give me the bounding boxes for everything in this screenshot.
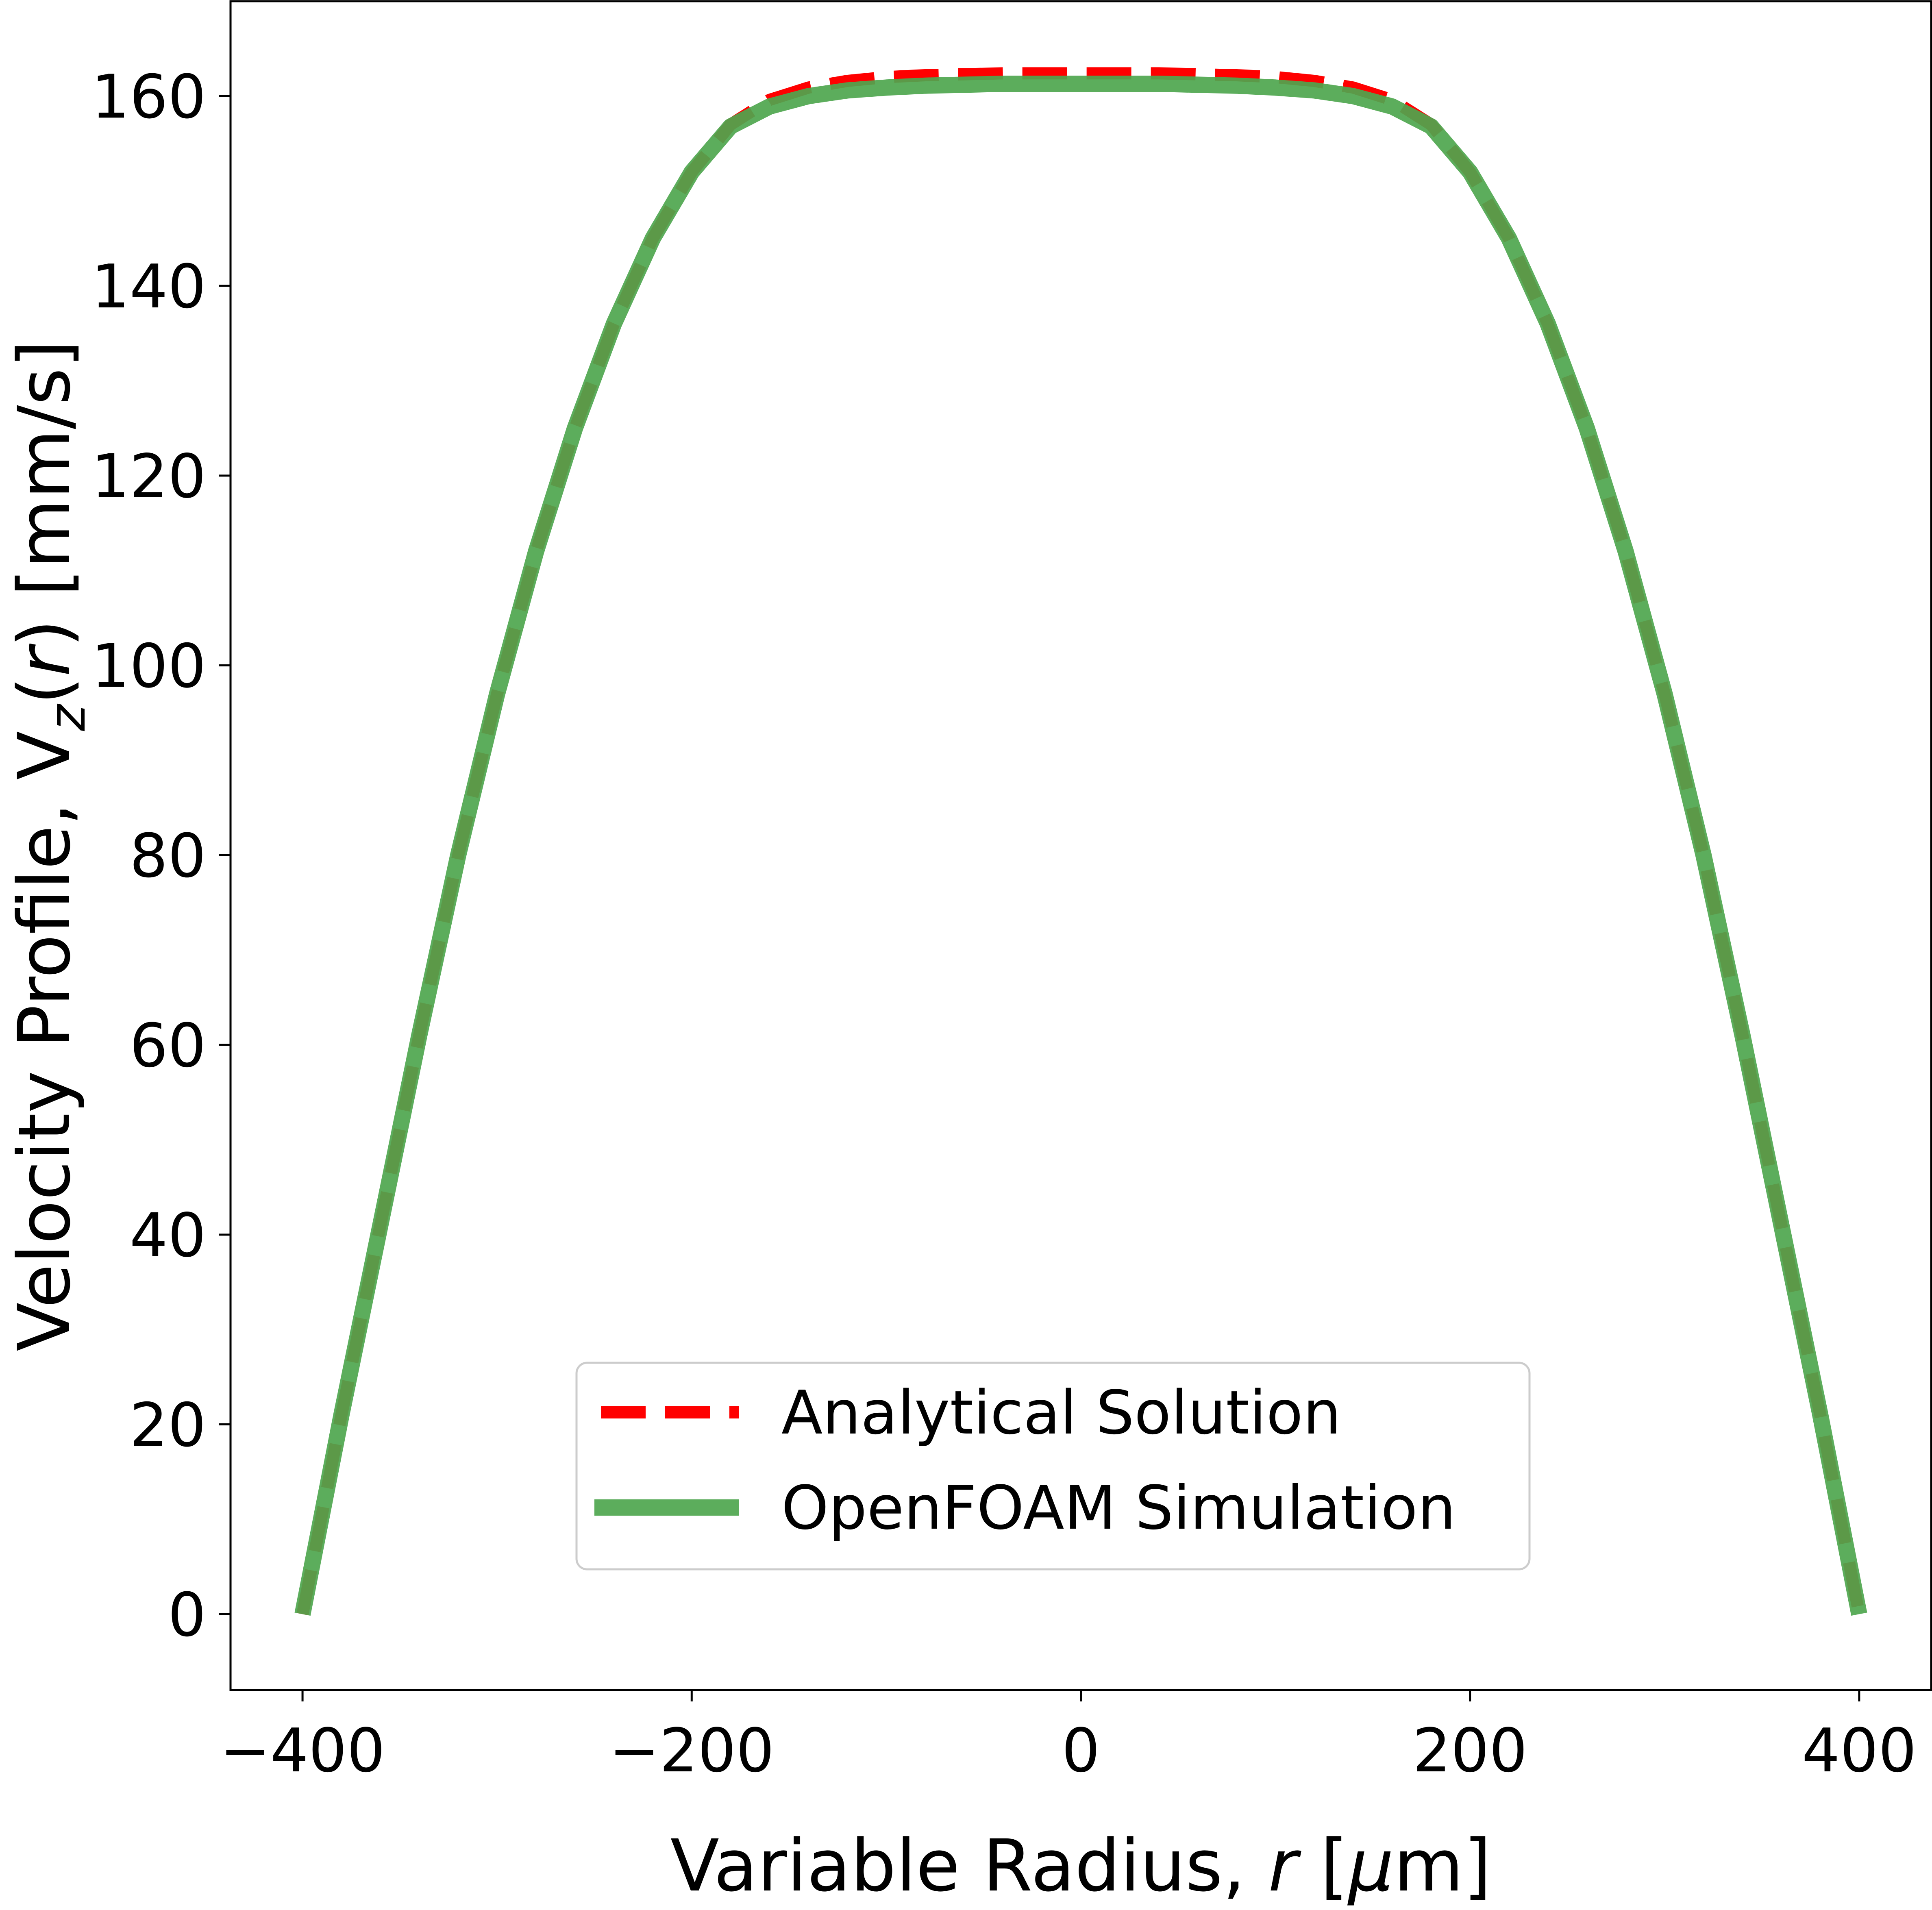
y-axis-label: Velocity Profile, Vz(r) [mm/s] <box>3 340 97 1351</box>
y-tick-label: 40 <box>130 1201 206 1270</box>
x-axis: −400 −200 0 200 400 <box>220 1690 1917 1786</box>
x-axis-label-bracket: [ <box>1298 1824 1349 1908</box>
y-tick-label: 140 <box>91 252 207 322</box>
axes-frame <box>229 0 1932 1691</box>
legend-label-analytical: Analytical Solution <box>781 1378 1341 1448</box>
y-tick-label: 160 <box>91 62 207 132</box>
legend-box <box>575 1362 1531 1571</box>
x-axis-label-variable: r <box>1268 1824 1301 1908</box>
x-axis-label-unit: m] <box>1394 1824 1491 1908</box>
y-tick-label: 20 <box>130 1390 206 1460</box>
series-openfoam-line <box>294 76 1867 1616</box>
plot-area <box>294 67 1867 1616</box>
y-tick-label: 80 <box>130 821 206 891</box>
y-tick-label: 120 <box>91 442 207 511</box>
x-tick-label: −200 <box>609 1716 775 1786</box>
x-tick-label: 0 <box>1062 1716 1100 1786</box>
y-axis-label-subscript: z <box>38 703 97 731</box>
y-tick-label: 0 <box>168 1580 206 1650</box>
x-axis-label-mu: μ <box>1347 1824 1394 1908</box>
x-axis-label-prefix: Variable Radius, <box>670 1824 1268 1908</box>
y-axis-label-open-paren: ( <box>3 677 86 705</box>
y-axis: 0 20 40 60 80 100 120 140 160 <box>91 62 231 1650</box>
y-axis-label-unit: ) [mm/s] <box>3 340 86 647</box>
x-tick-label: 400 <box>1802 1716 1917 1786</box>
x-tick-label: −400 <box>220 1716 385 1786</box>
legend-label-openfoam: OpenFOAM Simulation <box>781 1473 1456 1543</box>
legend: Analytical Solution OpenFOAM Simulation <box>575 1362 1531 1571</box>
y-tick-label: 100 <box>91 631 207 701</box>
y-axis-label-variable: r <box>3 643 86 677</box>
y-axis-label-prefix: Velocity Profile, V <box>3 731 86 1351</box>
y-tick-label: 60 <box>130 1011 206 1081</box>
x-tick-label: 200 <box>1412 1716 1527 1786</box>
x-axis-label: Variable Radius, r [μm] <box>670 1824 1492 1908</box>
